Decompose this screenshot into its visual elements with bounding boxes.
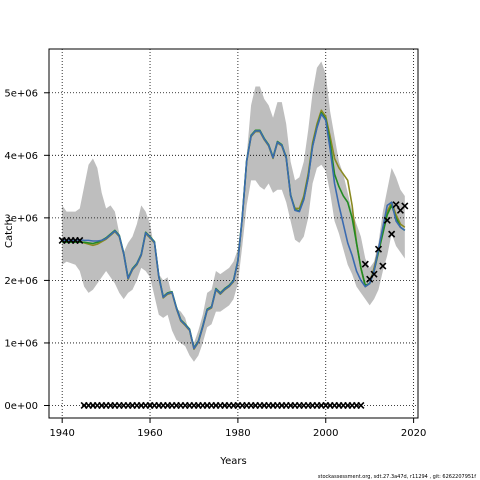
x-tick-label-2020: 2020: [401, 428, 426, 439]
y-axis-title: Catch: [4, 219, 15, 248]
x-tick-label-1960: 1960: [137, 428, 162, 439]
x-axis-title: Years: [219, 456, 246, 467]
zero-marker-2008: [357, 401, 365, 410]
catch-marker-2011: [370, 270, 378, 278]
catch-marker-1944: [76, 236, 84, 244]
series-layer: [62, 109, 406, 351]
catch-marker-2012: [374, 245, 383, 253]
catch-marker-2016: [392, 201, 400, 209]
catch-marker-2013: [379, 262, 387, 270]
y-tick-label-5000000: 5e+06: [4, 88, 38, 99]
y-tick-label-0: 0e+00: [4, 401, 38, 412]
plot-area: [48, 48, 419, 419]
y-tick-label-2000000: 2e+06: [4, 276, 38, 287]
catch-marker-2014: [383, 216, 391, 224]
x-axis: 1940 1960 1980 2000 2020: [49, 418, 426, 439]
footer-note: stockassessment.org, sdt.27.3a47d, r1129…: [318, 474, 476, 480]
y-tick-label-1000000: 1e+06: [4, 338, 38, 349]
marker-layer: [58, 201, 409, 410]
catch-marker-2018: [401, 202, 409, 210]
y-tick-label-4000000: 4e+06: [4, 151, 38, 162]
catch-marker-2009: [361, 260, 369, 268]
y-tick-label-3000000: 3e+06: [4, 213, 38, 224]
catch-marker-2015: [388, 230, 396, 238]
y-axis: 0e+00 1e+06 2e+06 3e+06 4e+06 5e+06: [4, 88, 49, 412]
confidence-band-layer: [62, 61, 405, 362]
plot-frame: [48, 48, 419, 419]
confidence-band: [62, 61, 405, 362]
x-tick-label-1980: 1980: [225, 428, 250, 439]
x-tick-label-1940: 1940: [49, 428, 74, 439]
series-line-3: [62, 113, 406, 350]
x-tick-label-2000: 2000: [313, 428, 338, 439]
